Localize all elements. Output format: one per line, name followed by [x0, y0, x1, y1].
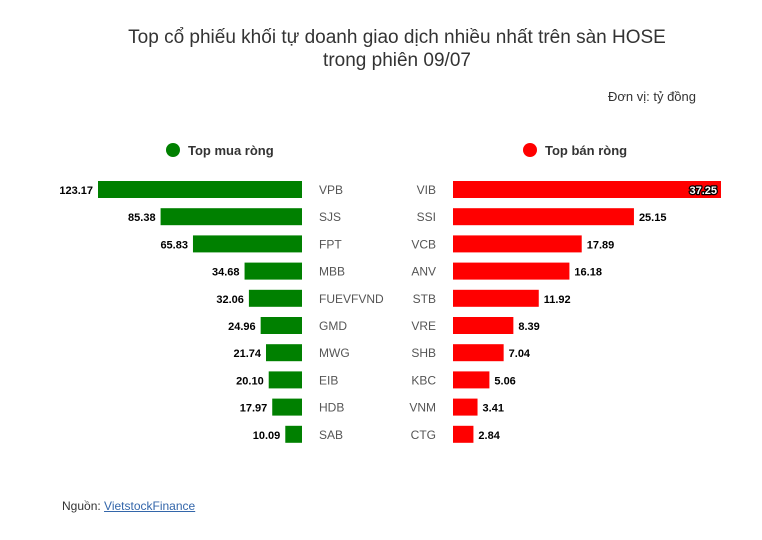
legend-buy-label[interactable]: Top mua ròng [188, 143, 274, 158]
unit-label: Đơn vị: tỷ đồng [608, 89, 696, 104]
buy-bar-mbb[interactable] [244, 262, 302, 280]
buy-bar-sjs[interactable] [160, 208, 302, 226]
buy-category-label: SAB [319, 428, 343, 442]
sell-category-label: VNM [409, 401, 436, 415]
buy-bar-sab[interactable] [285, 425, 302, 443]
sell-value-label: 5.06 [494, 375, 515, 387]
legend-sell-label[interactable]: Top bán ròng [545, 143, 627, 158]
buy-category-label: HDB [319, 401, 344, 415]
source-note: Nguồn: VietstockFinance [62, 499, 195, 513]
sell-value-label: 8.39 [518, 321, 539, 333]
sell-category-label: SSI [417, 210, 436, 224]
sell-category-label: VCB [411, 237, 436, 251]
chart-title-line2: trong phiên 09/07 [323, 50, 471, 71]
legend-buy-marker [166, 143, 180, 157]
sell-category-label: VRE [411, 319, 436, 333]
buy-value-label: 17.97 [240, 403, 268, 415]
buy-bar-fpt[interactable] [192, 235, 302, 253]
buy-category-label: MBB [319, 265, 345, 279]
sell-category-label: KBC [411, 373, 436, 387]
buy-value-label: 34.68 [212, 267, 240, 279]
buy-bar-gmd[interactable] [260, 317, 302, 334]
sell-bar-vib[interactable] [453, 181, 721, 198]
sell-value-label: 37.25 [689, 185, 717, 197]
sell-category-label: VIB [417, 183, 436, 197]
buy-category-label: EIB [319, 373, 338, 387]
sell-bar-ssi[interactable] [453, 208, 634, 226]
buy-category-label: MWG [319, 346, 350, 360]
source-label: Nguồn: [62, 499, 105, 513]
buy-value-label: 85.38 [128, 212, 156, 224]
buy-bar-hdb[interactable] [272, 398, 302, 416]
buy-value-label: 24.96 [228, 321, 256, 333]
buy-value-label: 123.17 [59, 185, 93, 197]
sell-category-label: SHB [411, 346, 436, 360]
sell-value-label: 17.89 [587, 239, 615, 251]
sell-value-label: 16.18 [574, 267, 602, 279]
sell-value-label: 3.41 [483, 403, 504, 415]
buy-value-label: 10.09 [253, 430, 281, 442]
sell-bar-vre[interactable] [453, 317, 514, 334]
sell-value-label: 7.04 [509, 348, 531, 360]
buy-value-label: 21.74 [233, 348, 261, 360]
buy-bar-vpb[interactable] [98, 181, 302, 198]
chart-title-line1: Top cổ phiếu khối tự doanh giao dịch nhi… [128, 27, 666, 48]
sell-category-label: ANV [411, 265, 436, 279]
buy-category-label: FUEVFVND [319, 292, 384, 306]
buy-bar-mwg[interactable] [265, 344, 302, 362]
sell-value-label: 11.92 [544, 294, 571, 306]
sell-bar-vnm[interactable] [453, 398, 478, 416]
sell-bar-anv[interactable] [453, 262, 570, 280]
sell-bar-stb[interactable] [453, 289, 539, 307]
buy-category-label: FPT [319, 237, 342, 251]
buy-bar-fuevfvnd[interactable] [248, 289, 302, 307]
buy-value-label: 65.83 [160, 239, 188, 251]
buy-value-label: 20.10 [236, 375, 264, 387]
sell-bar-kbc[interactable] [453, 371, 490, 389]
buy-value-label: 32.06 [216, 294, 244, 306]
sell-value-label: 25.15 [639, 212, 667, 224]
legend-sell-marker [523, 143, 537, 157]
sell-value-label: 2.84 [478, 430, 500, 442]
sell-bar-shb[interactable] [453, 344, 504, 362]
sell-bar-ctg[interactable] [453, 425, 474, 443]
buy-bar-eib[interactable] [268, 371, 302, 389]
buy-category-label: VPB [319, 183, 343, 197]
source-link[interactable]: VietstockFinance [104, 499, 196, 513]
sell-bar-vcb[interactable] [453, 235, 582, 253]
buy-series: 123.17 VPB 85.38 SJS 65.83 FPT 34.68 MBB 32.06 FU… [59, 181, 384, 443]
sell-category-label: STB [413, 292, 436, 306]
buy-category-label: SJS [319, 210, 341, 224]
buy-category-label: GMD [319, 319, 347, 333]
sell-category-label: CTG [411, 428, 436, 442]
sell-series: 37.25 VIB 25.15 SSI 17.89 VCB 16.18 ANV 11.92 STB… [409, 181, 721, 443]
